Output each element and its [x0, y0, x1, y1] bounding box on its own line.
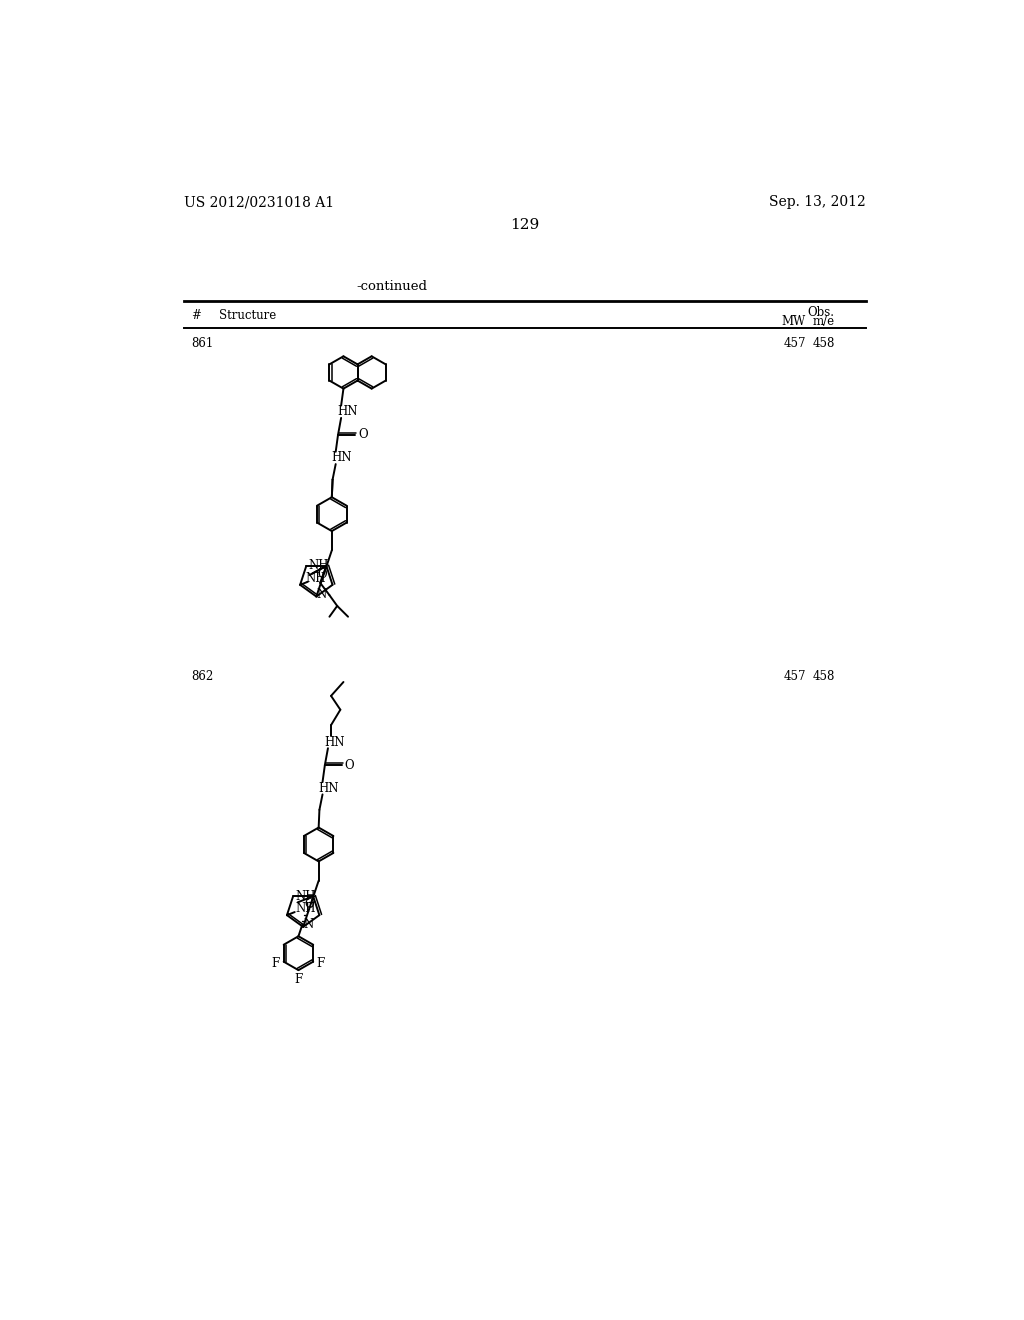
Text: 458: 458 [812, 337, 835, 350]
Text: 862: 862 [191, 671, 214, 684]
Text: 861: 861 [191, 337, 214, 350]
Text: HN: HN [324, 735, 344, 748]
Text: O: O [358, 428, 368, 441]
Text: Structure: Structure [219, 309, 276, 322]
Text: Obs.: Obs. [808, 306, 835, 319]
Text: NH: NH [305, 572, 326, 585]
Text: N: N [316, 587, 327, 601]
Text: 129: 129 [510, 218, 540, 232]
Text: HN: HN [337, 405, 357, 418]
Text: -continued: -continued [356, 280, 427, 293]
Text: 457: 457 [783, 337, 806, 350]
Text: Sep. 13, 2012: Sep. 13, 2012 [769, 195, 866, 210]
Text: NH: NH [295, 903, 315, 916]
Text: HN: HN [318, 781, 339, 795]
Text: F: F [271, 957, 280, 970]
Text: F: F [316, 957, 325, 970]
Text: O: O [345, 759, 354, 772]
Text: US 2012/0231018 A1: US 2012/0231018 A1 [183, 195, 334, 210]
Text: F: F [294, 973, 302, 986]
Text: MW: MW [782, 315, 806, 329]
Text: O: O [304, 899, 314, 912]
Text: 458: 458 [812, 671, 835, 684]
Text: NH: NH [295, 890, 315, 903]
Text: N: N [303, 917, 313, 931]
Text: m/e: m/e [813, 315, 835, 329]
Text: 457: 457 [783, 671, 806, 684]
Text: HN: HN [332, 451, 352, 465]
Text: NH: NH [308, 560, 329, 573]
Text: #: # [191, 309, 202, 322]
Text: O: O [317, 568, 327, 581]
